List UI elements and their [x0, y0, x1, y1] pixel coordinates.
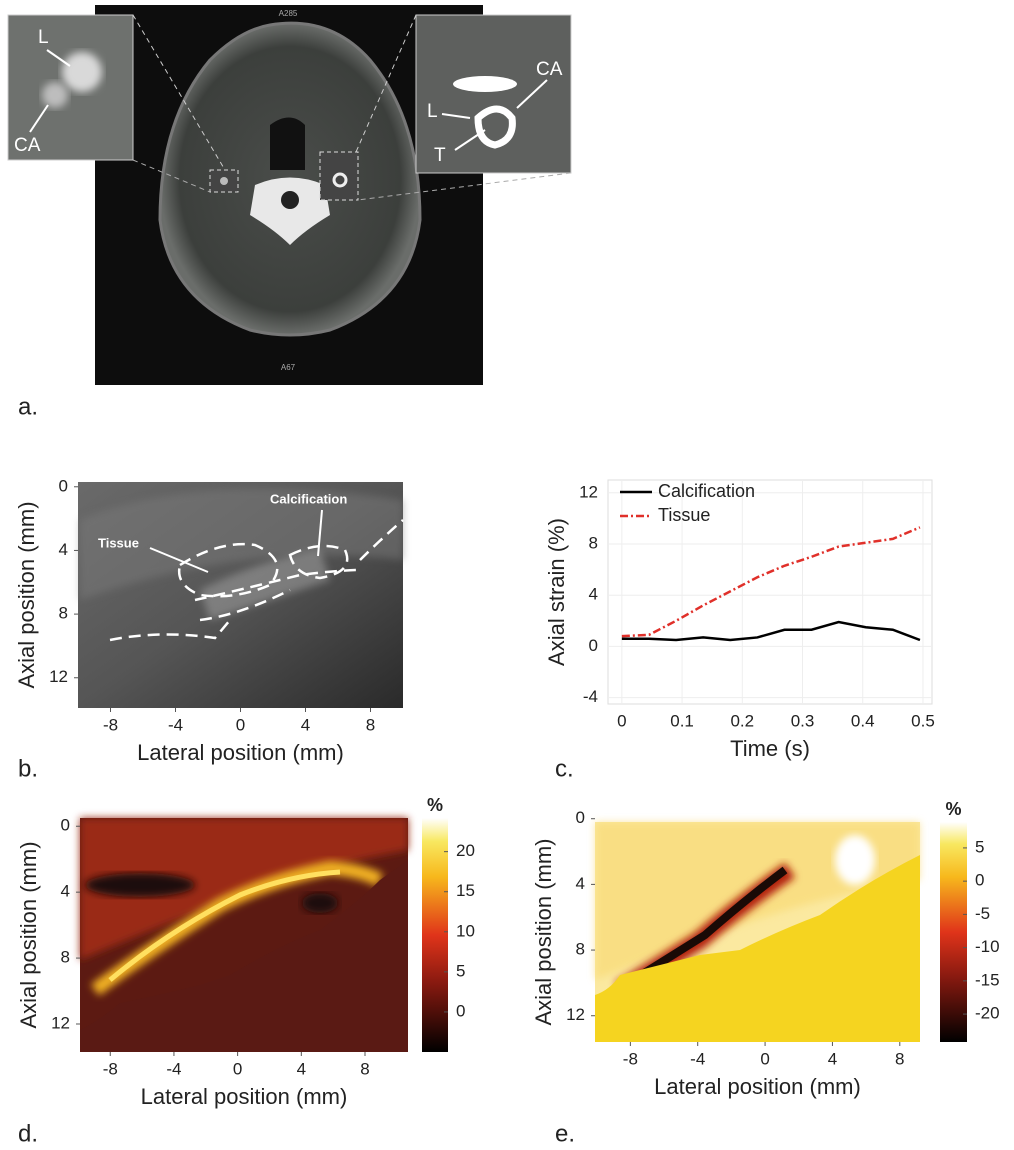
colorbar-tick-label: 20 [456, 841, 475, 860]
y-tick-label: 12 [51, 1013, 70, 1032]
x-tick-label: 8 [895, 1049, 904, 1068]
x-tick-label: 0.5 [911, 711, 935, 730]
x-tick-label: 0.4 [851, 711, 875, 730]
colorbar [422, 818, 448, 1052]
ct-image [7, 5, 572, 385]
colorbar-tick-label: -5 [975, 904, 990, 923]
colorbar-tick-label: -15 [975, 970, 1000, 989]
x-tick-label: 8 [366, 715, 375, 734]
y-tick-label: 4 [589, 585, 598, 604]
y-axis-label: Axial position (mm) [14, 501, 39, 688]
colorbar-label: % [945, 799, 961, 819]
colorbar-tick-label: 10 [456, 921, 475, 940]
y-tick-label: 0 [589, 636, 598, 655]
legend-label: Tissue [658, 505, 710, 525]
x-tick-label: -4 [166, 1059, 181, 1078]
strain-map [80, 818, 408, 1052]
image-text: A285 [279, 9, 298, 18]
legend-label: Calcification [658, 481, 755, 501]
annotation: Calcification [270, 491, 347, 506]
panel-label: e. [555, 1120, 575, 1147]
y-tick-label: 8 [59, 604, 68, 623]
plot-frame [607, 479, 933, 705]
y-axis-label: Axial strain (%) [544, 518, 569, 666]
y-tick-label: 4 [61, 882, 70, 901]
y-tick-label: 4 [576, 874, 585, 893]
ultrasound-image [78, 482, 404, 708]
x-tick-label: 0 [236, 715, 245, 734]
colorbar-tick-label: -20 [975, 1004, 1000, 1023]
strain-map [595, 822, 920, 1042]
y-tick-label: 12 [49, 667, 68, 686]
panel-label: c. [555, 755, 574, 782]
colorbar-tick-label: 5 [975, 837, 984, 856]
panel-label: d. [18, 1120, 38, 1147]
x-tick-label: 0.3 [791, 711, 815, 730]
y-axis-label: Axial position (mm) [531, 838, 556, 1025]
y-tick-label: 0 [59, 476, 68, 495]
colorbar-label: % [427, 795, 443, 815]
y-tick-label: 0 [61, 816, 70, 835]
y-tick-label: 8 [61, 948, 70, 967]
y-tick-label: 4 [59, 540, 68, 559]
annotation: L [427, 101, 438, 122]
x-axis-label: Lateral position (mm) [141, 1084, 348, 1109]
panel-label: a. [18, 393, 38, 420]
colorbar-tick-label: 0 [456, 1001, 465, 1020]
x-axis-label: Lateral position (mm) [654, 1074, 861, 1099]
x-tick-label: -4 [168, 715, 183, 734]
annotation: CA [536, 59, 563, 80]
series-line [621, 620, 921, 642]
colorbar-tick-label: -10 [975, 937, 1000, 956]
annotation: CA [14, 135, 41, 156]
y-tick-label: 8 [576, 940, 585, 959]
x-tick-label: 4 [301, 715, 310, 734]
y-tick-label: 8 [589, 533, 598, 552]
x-tick-label: 8 [360, 1059, 369, 1078]
x-tick-label: -4 [690, 1049, 705, 1068]
x-axis-label: Time (s) [730, 736, 810, 761]
x-tick-label: -8 [623, 1049, 638, 1068]
x-tick-label: 4 [828, 1049, 837, 1068]
x-tick-label: 4 [297, 1059, 306, 1078]
y-tick-label: 12 [579, 482, 598, 501]
panel-label: b. [18, 755, 38, 782]
x-tick-label: 0 [233, 1059, 242, 1078]
colorbar-tick-label: 0 [975, 871, 984, 890]
x-tick-label: 0 [760, 1049, 769, 1068]
annotation: T [434, 145, 446, 166]
colorbar-tick-label: 15 [456, 881, 475, 900]
image-text: A67 [281, 363, 296, 372]
y-tick-label: -4 [583, 687, 598, 706]
x-axis-label: Lateral position (mm) [137, 740, 344, 765]
annotation: Tissue [98, 535, 139, 550]
annotation: L [38, 27, 49, 48]
x-tick-label: 0.1 [670, 711, 694, 730]
y-tick-label: 0 [576, 808, 585, 827]
x-tick-label: 0 [617, 711, 626, 730]
y-axis-label: Axial position (mm) [16, 841, 41, 1028]
colorbar [940, 822, 967, 1042]
colorbar-tick-label: 5 [456, 961, 465, 980]
series-line [621, 526, 921, 638]
y-tick-label: 12 [566, 1005, 585, 1024]
x-tick-label: 0.2 [730, 711, 754, 730]
x-tick-label: -8 [103, 1059, 118, 1078]
x-tick-label: -8 [103, 715, 118, 734]
